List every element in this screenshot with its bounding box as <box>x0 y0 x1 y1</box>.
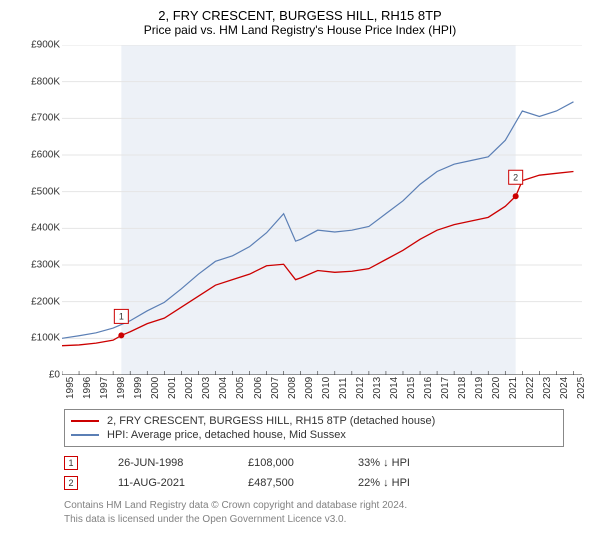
x-tick-label: 2013 <box>372 377 383 399</box>
x-tick-label: 2024 <box>559 377 570 399</box>
x-tick-label: 2019 <box>474 377 485 399</box>
y-tick-label: £900K <box>31 40 60 51</box>
legend-label: 2, FRY CRESCENT, BURGESS HILL, RH15 8TP … <box>107 415 435 427</box>
x-tick-label: 2007 <box>270 377 281 399</box>
legend-item: HPI: Average price, detached house, Mid … <box>71 428 557 442</box>
sale-row: 1 26-JUN-1998 £108,000 33% ↓ HPI <box>64 453 564 473</box>
y-tick-label: £300K <box>31 260 60 271</box>
plot: 12 <box>62 45 582 375</box>
y-tick-label: £800K <box>31 76 60 87</box>
chart-subtitle: Price paid vs. HM Land Registry's House … <box>10 23 590 37</box>
x-tick-label: 2005 <box>235 377 246 399</box>
x-tick-label: 2017 <box>440 377 451 399</box>
x-tick-label: 1997 <box>99 377 110 399</box>
svg-text:1: 1 <box>119 311 124 321</box>
y-tick-label: £200K <box>31 296 60 307</box>
x-tick-label: 2020 <box>491 377 502 399</box>
sale-date: 26-JUN-1998 <box>118 457 208 469</box>
sale-diff: 22% ↓ HPI <box>358 477 448 489</box>
legend-swatch <box>71 420 99 422</box>
x-tick-label: 2022 <box>525 377 536 399</box>
legend-swatch <box>71 434 99 436</box>
x-tick-label: 2000 <box>150 377 161 399</box>
x-tick-label: 2023 <box>542 377 553 399</box>
x-tick-label: 2015 <box>406 377 417 399</box>
x-axis: 1995 1996 1997 1998 1999 2000 2001 2002 2003 2004… <box>62 377 582 405</box>
x-tick-label: 1996 <box>82 377 93 399</box>
sale-price: £108,000 <box>248 457 318 469</box>
sale-row: 2 11-AUG-2021 £487,500 22% ↓ HPI <box>64 473 564 493</box>
x-tick-label: 2006 <box>253 377 264 399</box>
legend: 2, FRY CRESCENT, BURGESS HILL, RH15 8TP … <box>64 409 564 447</box>
x-tick-label: 2009 <box>304 377 315 399</box>
sale-diff: 33% ↓ HPI <box>358 457 448 469</box>
footer: Contains HM Land Registry data © Crown c… <box>64 499 580 526</box>
x-tick-label: 2016 <box>423 377 434 399</box>
y-tick-label: £700K <box>31 113 60 124</box>
x-tick-label: 1995 <box>65 377 76 399</box>
y-tick-label: £400K <box>31 223 60 234</box>
sale-date: 11-AUG-2021 <box>118 477 208 489</box>
x-tick-label: 2001 <box>167 377 178 399</box>
x-tick-label: 2014 <box>389 377 400 399</box>
sale-price: £487,500 <box>248 477 318 489</box>
y-tick-label: £0 <box>49 370 60 381</box>
sale-marker: 2 <box>64 476 78 490</box>
x-tick-label: 2025 <box>576 377 587 399</box>
x-tick-label: 2003 <box>201 377 212 399</box>
legend-item: 2, FRY CRESCENT, BURGESS HILL, RH15 8TP … <box>71 414 557 428</box>
legend-label: HPI: Average price, detached house, Mid … <box>107 429 346 441</box>
chart-container: 2, FRY CRESCENT, BURGESS HILL, RH15 8TP … <box>0 0 600 560</box>
x-tick-label: 2008 <box>287 377 298 399</box>
x-tick-label: 2002 <box>184 377 195 399</box>
sale-marker: 1 <box>64 456 78 470</box>
y-tick-label: £600K <box>31 150 60 161</box>
chart-title: 2, FRY CRESCENT, BURGESS HILL, RH15 8TP <box>10 8 590 23</box>
sales-block: 1 26-JUN-1998 £108,000 33% ↓ HPI 2 11-AUG-202… <box>64 453 564 493</box>
x-tick-label: 2004 <box>218 377 229 399</box>
footer-line-2: This data is licensed under the Open Gov… <box>64 513 580 527</box>
plot-svg: 12 <box>62 45 582 375</box>
x-tick-label: 2012 <box>355 377 366 399</box>
svg-text:2: 2 <box>513 172 518 182</box>
x-tick-label: 1999 <box>133 377 144 399</box>
y-tick-label: £500K <box>31 186 60 197</box>
x-tick-label: 2011 <box>338 377 349 399</box>
chart-area: £0 £100K £200K £300K £400K £500K £600K £700K £80… <box>18 45 588 405</box>
x-tick-label: 1998 <box>116 377 127 399</box>
footer-line-1: Contains HM Land Registry data © Crown c… <box>64 499 580 513</box>
x-tick-label: 2018 <box>457 377 468 399</box>
y-axis: £0£100K£200K£300K£400K£500K£600K£700K£80… <box>18 45 62 375</box>
x-tick-label: 2010 <box>321 377 332 399</box>
x-tick-label: 2021 <box>508 377 519 399</box>
y-tick-label: £100K <box>31 333 60 344</box>
